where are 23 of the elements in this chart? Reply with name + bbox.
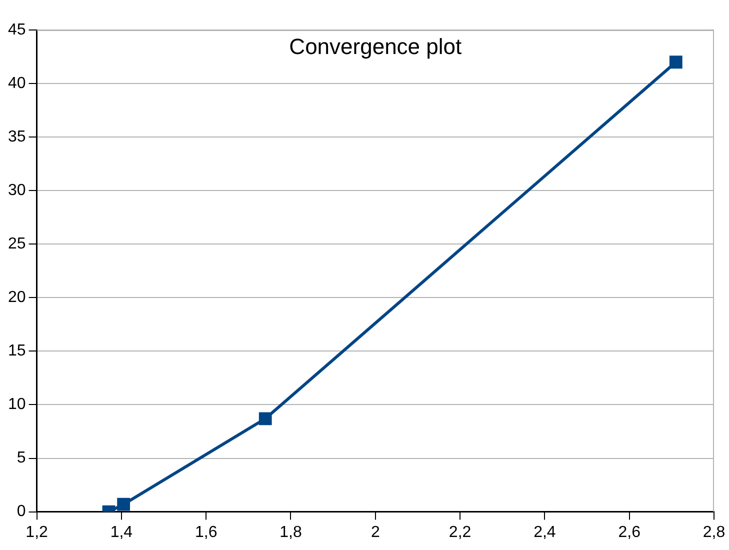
x-tick-label: 2 xyxy=(370,524,380,541)
x-tick-label: 2,8 xyxy=(702,524,726,541)
chart-title: Convergence plot xyxy=(289,34,462,60)
y-tick-label: 15 xyxy=(8,342,26,360)
y-tick-label: 20 xyxy=(8,289,26,306)
y-tick-label: 25 xyxy=(8,236,26,253)
x-tick-label: 2,4 xyxy=(534,524,556,541)
point xyxy=(117,498,130,511)
y-tick-label: 40 xyxy=(8,74,26,92)
y-tick-label: 5 xyxy=(16,450,26,467)
y-tick-label: 30 xyxy=(8,182,26,200)
y-tick-label: 35 xyxy=(8,128,26,146)
x-tick-label: 1,6 xyxy=(194,524,218,541)
x-tick-label: 1,2 xyxy=(26,524,48,541)
point xyxy=(258,412,272,426)
y-tick-label: 45 xyxy=(8,21,26,38)
x-tick-label: 1,8 xyxy=(280,524,302,541)
y-tick-label: 10 xyxy=(8,396,26,414)
x-tick-label: 1,4 xyxy=(110,524,133,541)
point xyxy=(669,56,682,69)
x-tick-label: 2,6 xyxy=(618,524,641,541)
y-tick-label: 0 xyxy=(16,503,26,520)
x-tick-label: 2,2 xyxy=(448,524,472,541)
